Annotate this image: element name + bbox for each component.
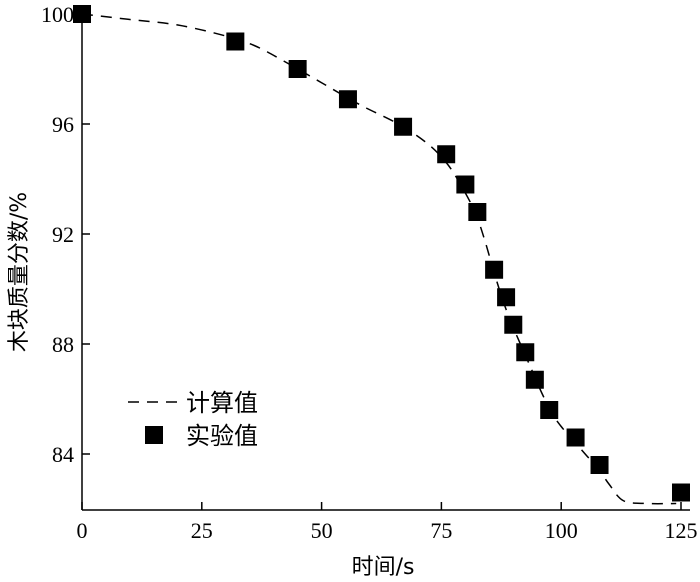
y-tick-label: 88: [52, 332, 74, 357]
experimental-point: [73, 5, 91, 23]
experimental-point: [525, 370, 544, 389]
experimental-point: [504, 315, 523, 334]
y-tick-label: 92: [52, 222, 74, 247]
x-tick-label: 75: [430, 518, 452, 543]
y-tick-label: 84: [52, 442, 74, 467]
experimental-markers: [73, 5, 690, 502]
experimental-point: [468, 203, 487, 221]
experimental-point: [338, 90, 357, 109]
legend-experimental-swatch: [145, 426, 163, 444]
experimental-point: [566, 428, 585, 447]
experimental-point: [485, 260, 504, 279]
experimental-point: [437, 145, 456, 164]
experimental-point: [497, 288, 516, 307]
experimental-point: [672, 483, 690, 502]
y-tick-label: 100: [41, 2, 74, 27]
y-tick-label: 96: [52, 112, 74, 137]
y-axis-ticks: 84 88 92 96 100: [41, 2, 90, 467]
legend-computed-label: 计算值: [186, 389, 258, 417]
legend-experimental-label: 实验值: [186, 422, 258, 450]
x-tick-label: 125: [665, 518, 698, 543]
x-axis-ticks: 0 25 50 75 100 125: [77, 502, 698, 543]
y-axis-title: 木块质量分数/%: [7, 192, 32, 352]
computed-value-curve: [81, 13, 677, 505]
x-axis-title: 时间/s: [352, 555, 415, 580]
experimental-point: [226, 32, 245, 51]
x-tick-label: 100: [545, 518, 578, 543]
experimental-point: [288, 60, 307, 78]
experimental-point: [540, 401, 559, 419]
experimental-point: [516, 343, 535, 362]
experimental-point: [456, 175, 475, 194]
experimental-point: [590, 456, 609, 474]
x-tick-label: 0: [77, 518, 88, 543]
x-tick-label: 50: [311, 518, 333, 543]
legend: 计算值 实验值: [128, 389, 258, 450]
experimental-point: [394, 117, 413, 136]
x-tick-label: 25: [191, 518, 213, 543]
